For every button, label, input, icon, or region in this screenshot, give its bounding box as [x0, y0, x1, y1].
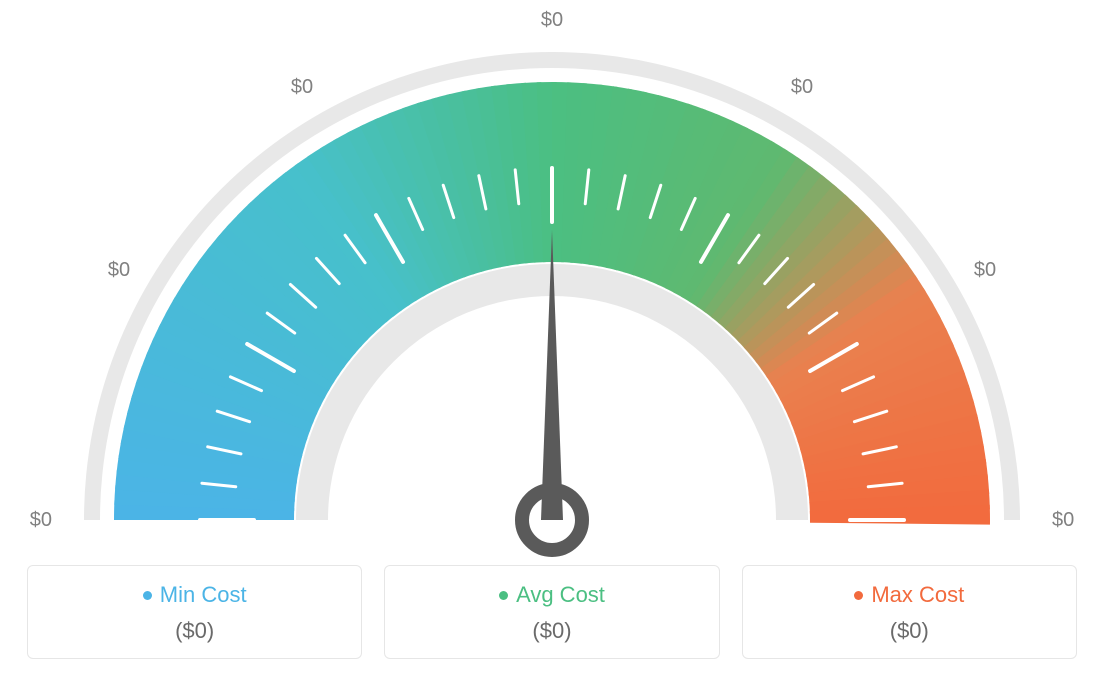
- scale-label: $0: [30, 509, 52, 531]
- gauge-svg: $0 $0 $0 $0 $0 $0 $0: [27, 10, 1077, 565]
- legend-label-max: Max Cost: [871, 582, 964, 608]
- legend-box-avg: Avg Cost ($0): [384, 565, 719, 659]
- legend-row: Min Cost ($0) Avg Cost ($0) Max Cost ($0…: [27, 565, 1077, 659]
- scale-label: $0: [791, 76, 813, 98]
- legend-dot-min: [143, 591, 152, 600]
- legend-box-min: Min Cost ($0): [27, 565, 362, 659]
- legend-value-avg: ($0): [395, 618, 708, 644]
- scale-label: $0: [974, 259, 996, 281]
- legend-value-max: ($0): [753, 618, 1066, 644]
- legend-label-min: Min Cost: [160, 582, 247, 608]
- legend-title-avg: Avg Cost: [499, 582, 605, 608]
- legend-label-avg: Avg Cost: [516, 582, 605, 608]
- legend-title-max: Max Cost: [854, 582, 964, 608]
- legend-dot-max: [854, 591, 863, 600]
- chart-container: $0 $0 $0 $0 $0 $0 $0 Min Cost ($0) Avg Cost ($…: [0, 0, 1104, 690]
- scale-label: $0: [541, 10, 563, 31]
- gauge-chart: $0 $0 $0 $0 $0 $0 $0: [27, 10, 1077, 565]
- legend-dot-avg: [499, 591, 508, 600]
- legend-title-min: Min Cost: [143, 582, 247, 608]
- scale-label: $0: [291, 76, 313, 98]
- scale-label: $0: [1052, 509, 1074, 531]
- scale-label: $0: [108, 259, 130, 281]
- legend-value-min: ($0): [38, 618, 351, 644]
- legend-box-max: Max Cost ($0): [742, 565, 1077, 659]
